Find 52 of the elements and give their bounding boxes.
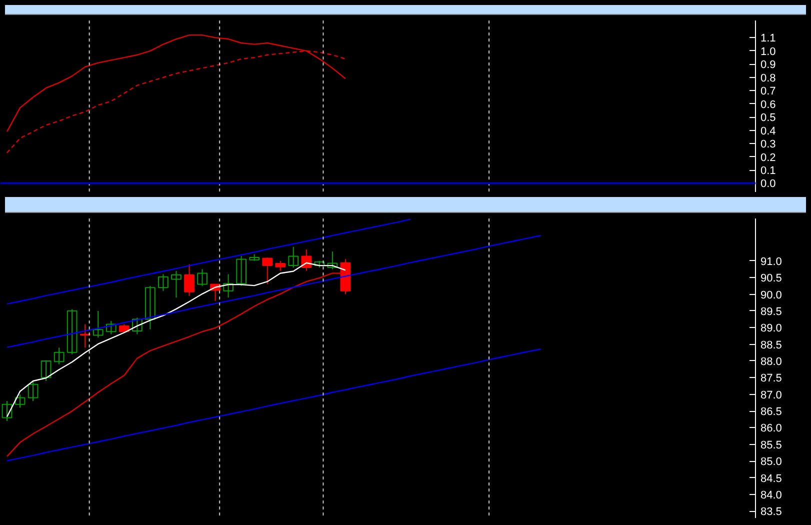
candlestick bbox=[236, 255, 247, 286]
y-tick-label: 89.0 bbox=[760, 322, 782, 335]
y-tick-label: 1.0 bbox=[760, 46, 776, 58]
y-tick-label: 91.0 bbox=[760, 256, 782, 268]
candlestick bbox=[262, 257, 273, 285]
y-tick-label: 0.1 bbox=[760, 165, 776, 178]
y-tick-label: 86.5 bbox=[760, 406, 782, 418]
candlestick bbox=[2, 400, 12, 422]
y-tick-label: 0.6 bbox=[760, 98, 776, 111]
y-tick-label: 90.0 bbox=[760, 289, 782, 302]
line-series bbox=[6, 218, 412, 305]
candlestick bbox=[28, 380, 38, 402]
y-tick-label: 0.3 bbox=[760, 138, 776, 151]
y-tick-label: 84.5 bbox=[760, 472, 782, 485]
candlestick bbox=[14, 394, 26, 408]
candlestick bbox=[275, 260, 286, 272]
y-tick-label: 0.0 bbox=[760, 178, 776, 190]
candlestick bbox=[197, 268, 208, 286]
line-series bbox=[6, 348, 542, 462]
y-tick-label: 0.9 bbox=[760, 59, 776, 72]
y-tick-label: 0.5 bbox=[760, 112, 776, 124]
candlestick bbox=[106, 320, 116, 335]
y-tick-label: 87.0 bbox=[760, 389, 782, 402]
candlestick bbox=[288, 246, 299, 268]
y-tick-label: 85.5 bbox=[760, 439, 782, 452]
y-tick-label: 84.0 bbox=[760, 489, 782, 502]
candlestick bbox=[171, 270, 182, 298]
y-tick-label: 87.5 bbox=[760, 372, 782, 385]
y-tick-label: 0.7 bbox=[760, 86, 776, 98]
candlestick bbox=[301, 249, 312, 272]
candlestick bbox=[223, 274, 234, 298]
y-tick-label: 88.5 bbox=[760, 339, 782, 352]
y-tick-label: 89.5 bbox=[760, 306, 782, 318]
y-tick-label: 83.5 bbox=[760, 506, 782, 518]
y-tick-label: 90.5 bbox=[760, 272, 782, 285]
candlestick bbox=[132, 317, 142, 335]
candlestick bbox=[184, 264, 194, 296]
candlestick bbox=[327, 251, 338, 270]
candlestick bbox=[40, 360, 52, 382]
y-tick-label: 0.2 bbox=[760, 152, 776, 164]
candlestick bbox=[92, 310, 104, 338]
y-tick-label: 0.8 bbox=[760, 72, 776, 84]
y-tick-label: 86.0 bbox=[760, 422, 782, 435]
y-tick-label: 1.1 bbox=[760, 32, 776, 45]
candlestick bbox=[158, 274, 168, 292]
candlestick bbox=[54, 347, 64, 365]
y-tick-label: 88.0 bbox=[760, 356, 782, 368]
y-tick-label: 0.4 bbox=[760, 125, 776, 138]
candlestick bbox=[145, 285, 156, 330]
line-series bbox=[6, 234, 542, 348]
candlestick bbox=[66, 308, 78, 355]
y-tick-label: 85.0 bbox=[760, 456, 782, 468]
